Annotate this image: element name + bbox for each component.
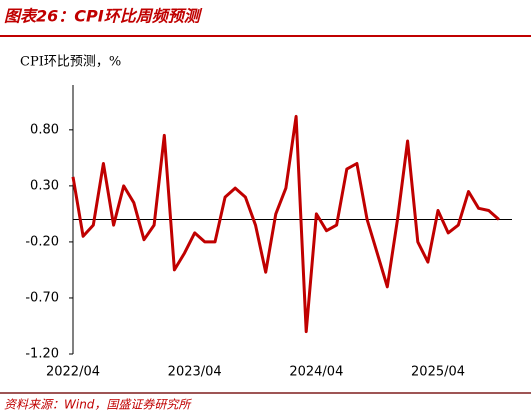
source: 资料来源：Wind，国盛证券研究所 <box>4 398 192 412</box>
x-tick-label: 2025/04 <box>411 365 465 380</box>
y-tick-label: 0.30 <box>30 178 59 193</box>
x-tick-label: 2022/04 <box>46 365 100 380</box>
x-tick-label: 2023/04 <box>168 365 222 380</box>
y-tick-label: -0.20 <box>25 234 59 249</box>
y-tick-label: 0.80 <box>30 122 59 137</box>
y-tick-label: -0.70 <box>25 290 59 305</box>
y-tick-label: -1.20 <box>25 347 59 362</box>
chart-title: 图表26：CPI环比周频预测 <box>4 7 203 26</box>
series-line <box>71 114 500 334</box>
y-axis-label: CPI环比预测，% <box>20 55 121 70</box>
x-tick-label: 2024/04 <box>289 365 343 380</box>
